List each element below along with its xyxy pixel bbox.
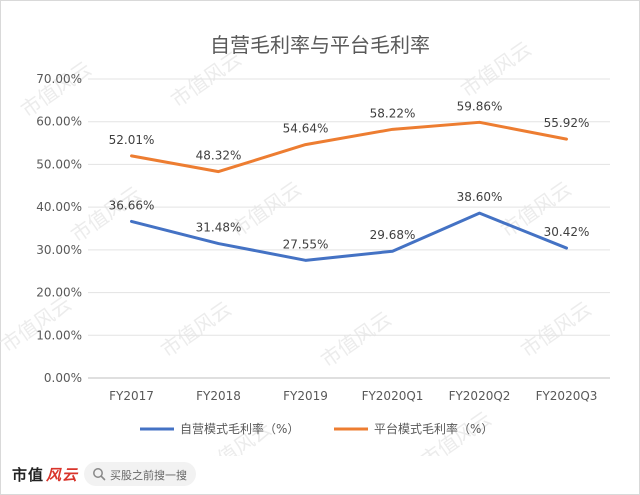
data-label: 38.60%	[457, 190, 503, 204]
watermark-text: 市值风云	[0, 291, 76, 357]
y-tick-label: 40.00%	[36, 200, 82, 214]
y-axis: 0.00% 10.00% 20.00% 30.00% 40.00% 50.00% 60.00…	[36, 72, 82, 385]
brand-logo: 市值 风云	[12, 464, 78, 485]
grid-lines	[88, 78, 610, 379]
brand-text: 市值	[12, 466, 45, 484]
search-placeholder: 买股之前搜一搜	[110, 469, 187, 482]
y-tick-label: 30.00%	[36, 243, 82, 257]
data-label: 27.55%	[283, 237, 329, 251]
chart-title: 自营毛利率与平台毛利率	[210, 33, 430, 57]
watermark-text: 市值风云	[516, 296, 595, 362]
x-tick-label: FY2018	[196, 389, 241, 403]
data-label: 58.22%	[370, 106, 416, 120]
x-tick-label: FY2020Q1	[362, 389, 424, 403]
brand-mark: 风云	[46, 466, 79, 484]
data-label: 30.42%	[544, 225, 590, 239]
y-tick-label: 70.00%	[36, 72, 82, 86]
y-tick-label: 60.00%	[36, 115, 82, 129]
legend-label: 平台模式毛利率（%）	[374, 421, 493, 436]
watermark-text: 市值风云	[16, 56, 95, 122]
y-tick-label: 0.00%	[44, 371, 82, 385]
footer-bar: 市值 风云 买股之前搜一搜	[0, 456, 640, 495]
legend: 自营模式毛利率（%） 平台模式毛利率（%）	[140, 421, 493, 436]
data-label: 48.32%	[196, 149, 242, 163]
x-axis: FY2017 FY2018 FY2019 FY2020Q1 FY2020Q2 FY2020…	[109, 389, 597, 403]
x-tick-label: FY2019	[283, 389, 328, 403]
data-label: 29.68%	[370, 228, 416, 242]
series-layer: 36.66% 31.48% 27.55% 29.68% 38.60% 30.42% 52.0…	[109, 99, 590, 262]
watermark-text: 市值风云	[456, 36, 535, 102]
data-label: 59.86%	[457, 99, 503, 113]
search-icon	[93, 468, 106, 481]
watermark-text: 市值风云	[66, 181, 145, 247]
data-label: 36.66%	[109, 198, 155, 212]
data-label: 54.64%	[283, 122, 329, 136]
y-tick-label: 10.00%	[36, 328, 82, 342]
series-line-2	[130, 120, 568, 174]
x-tick-label: FY2020Q3	[536, 389, 598, 403]
data-label: 55.92%	[544, 116, 590, 130]
x-tick-label: FY2017	[109, 389, 154, 403]
x-tick-label: FY2020Q2	[449, 389, 511, 403]
data-label: 52.01%	[109, 133, 155, 147]
watermark-text: 市值风云	[316, 306, 395, 372]
search-box[interactable]: 买股之前搜一搜	[84, 462, 196, 486]
series-line-1	[130, 211, 568, 262]
watermark-text: 市值风云	[156, 296, 235, 362]
y-tick-label: 20.00%	[36, 286, 82, 300]
legend-label: 自营模式毛利率（%）	[180, 421, 299, 436]
y-tick-label: 50.00%	[36, 157, 82, 171]
data-label: 31.48%	[196, 221, 242, 235]
